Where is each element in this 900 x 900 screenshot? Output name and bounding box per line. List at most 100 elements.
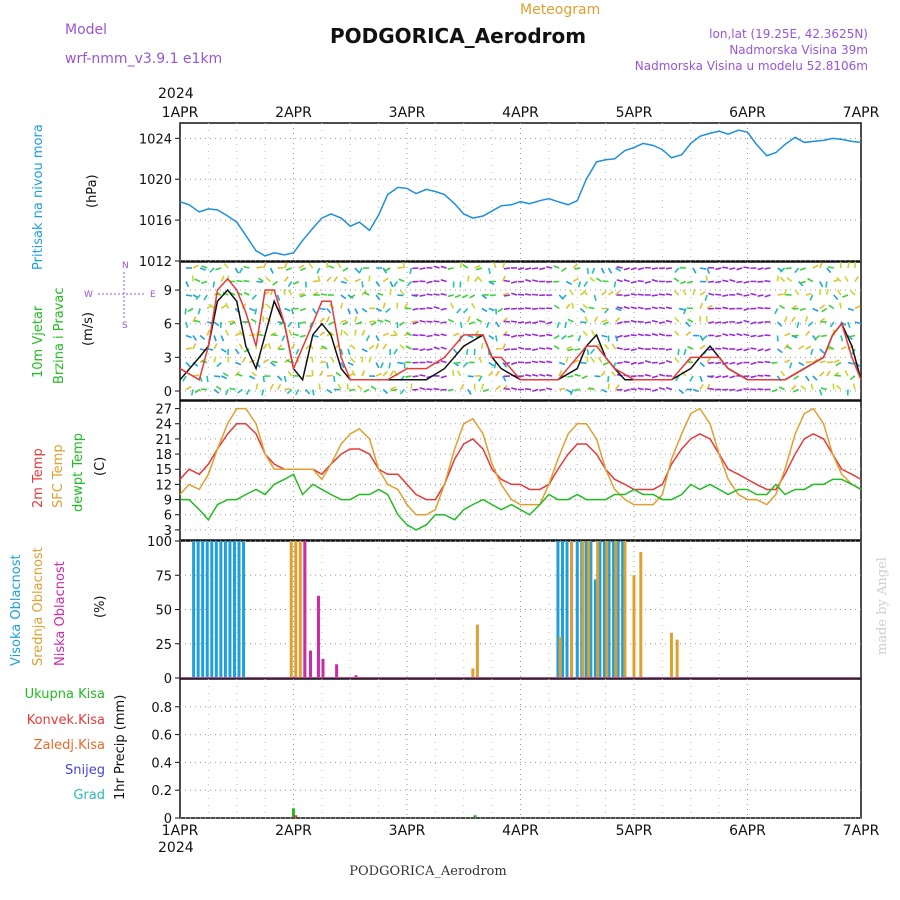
wind-barb [402,261,406,269]
wind-barb [503,387,511,391]
wind-barb [391,388,398,392]
compass-n: N [122,261,129,271]
wind-barb [794,289,800,296]
wind-barb [467,375,474,378]
wind-barb [564,321,568,329]
wind-barb [783,289,788,296]
sfc-label: SFC Temp [51,444,66,508]
wind-barb [326,388,333,394]
wind-barb [397,361,404,365]
wind-barb [574,373,581,377]
wind-barb [377,319,384,323]
wind-barb [320,293,327,296]
pressure-unit: (hPa) [85,174,100,208]
precip-ytick-label: 0 [164,812,172,827]
wind-barb [789,362,793,369]
wind-barb [779,267,786,273]
wind-barb [276,375,283,381]
visoka-oblacnost-bar [607,541,611,677]
wind-barb [565,280,572,285]
wind-barb [440,333,447,337]
wind-barb [702,334,708,341]
konvek-kisa-bar [294,815,298,817]
wind-barb [419,294,426,297]
wind-barb [809,294,814,301]
wind-barb [573,359,580,364]
wind-barb [674,357,680,364]
visoka-oblacnost-bar [598,541,602,677]
wind-barb [319,361,326,364]
dewpt-temp-line [180,473,862,531]
wind-barb [623,360,630,364]
wind-barb [518,346,525,350]
wind-barb [525,293,532,296]
wind-barb [333,276,339,282]
wind-barb [399,344,405,350]
wind-barb [342,267,349,272]
wind-barb [774,308,779,315]
wind-barb [190,389,194,396]
wind-barb [779,304,785,310]
wind-barb [368,344,375,350]
wind-barb [440,279,447,283]
freezing-rain-label: Zaledj.Kisa [34,738,105,753]
wind-barb [616,361,623,365]
wind-barb [271,360,278,364]
wind-barb [637,347,644,350]
wind-barb [729,267,736,270]
wind-barb [615,307,622,312]
wind-barb [517,321,525,324]
wind-barb [503,279,511,283]
cloud-unit: (%) [93,596,108,619]
wind-barb [224,329,229,336]
wind-barb [488,361,495,367]
wind-barb [729,388,736,391]
wind-barb [476,318,483,323]
wind-barb [644,374,651,377]
wind-barb [577,335,582,342]
total-rain-label: Ukupna Kisa [25,687,105,702]
wind-barb [525,374,532,377]
wind-barb [602,361,609,366]
wind-barb [590,329,596,336]
wind-barb [440,360,447,364]
wind-barb [644,280,651,284]
wind-barb [215,267,222,271]
wind-barb [270,361,276,367]
wind-barb [263,358,270,364]
compass-w: W [84,290,93,300]
wind-barb [234,332,242,337]
wind-barb [581,375,588,380]
wind-barb [357,384,363,391]
wind-barb [630,361,637,365]
wind-barb [503,307,511,311]
wind-barb [757,267,764,271]
wind-barb [361,348,368,353]
wind-barb [295,348,300,355]
high-cloud-label: Visoka Oblacnost [9,554,24,666]
wind-barb [565,388,572,394]
wind-barb [195,294,201,301]
wind-barb [358,267,363,274]
wind-barb [849,375,856,381]
wind-barb [228,320,235,323]
wind-barb [805,293,812,296]
wind-barb [308,262,314,269]
wind-barb [510,280,518,284]
precip-ytick-label: 0.6 [151,729,172,744]
wind-barb [456,370,462,377]
wind-barb [637,333,644,337]
wind-barb [271,333,278,337]
temperature-ytick-label: 15 [155,463,172,478]
wind-barb [249,307,256,312]
wind-barb [812,335,817,341]
wind-barb [706,267,711,274]
wind-barb [209,303,215,310]
wind-barb [354,329,357,336]
wind-barb [680,280,687,285]
wind-barb [764,280,771,283]
visoka-oblacnost-bar [602,541,606,677]
wind-barb [565,356,569,363]
pressure-ytick-label: 1020 [139,173,172,188]
wind-ytick-label: 9 [164,284,172,299]
